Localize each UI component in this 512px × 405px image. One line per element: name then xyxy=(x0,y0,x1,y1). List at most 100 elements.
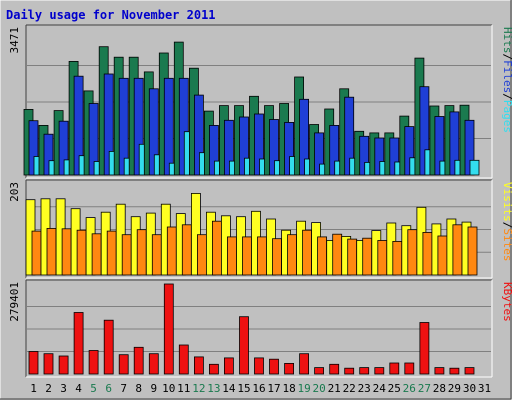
bar-files-day-25 xyxy=(389,137,400,176)
bar-sites-day-29 xyxy=(452,224,463,276)
x-tick-label-day-13: 13 xyxy=(207,382,220,395)
bar-files-day-30 xyxy=(464,119,475,176)
bar-files-day-4 xyxy=(73,75,84,176)
x-tick-label-day-10: 10 xyxy=(162,382,175,395)
bar-files-day-24 xyxy=(374,137,385,176)
bar-files-day-5 xyxy=(88,103,99,176)
x-tick-label-day-7: 7 xyxy=(120,382,127,395)
bar-sites-day-9 xyxy=(151,234,162,276)
bar-sites-day-12 xyxy=(196,234,207,276)
bar-kbytes-day-5 xyxy=(88,350,99,375)
bar-sites-day-21 xyxy=(332,233,343,276)
bar-sites-day-19 xyxy=(302,229,313,276)
bar-visits-day-12 xyxy=(190,192,201,276)
legend-separator: / xyxy=(501,93,512,100)
bar-kbytes-day-24 xyxy=(374,367,385,375)
bar-kbytes-day-10 xyxy=(163,283,174,375)
panel-visitors: 203 Visits/Sites xyxy=(8,179,512,279)
bar-files-day-17 xyxy=(269,119,279,176)
bar-kbytes-day-8 xyxy=(133,346,144,375)
x-tick-label-day-18: 18 xyxy=(282,382,295,395)
bar-sites-day-10 xyxy=(166,226,177,276)
panel-kbytes-max-label: 279401 xyxy=(8,282,21,322)
bar-files-day-27 xyxy=(419,86,430,176)
bar-files-day-10 xyxy=(163,77,174,176)
x-tick-label-day-20: 20 xyxy=(312,382,325,395)
bar-sites-day-24 xyxy=(377,240,388,276)
bar-kbytes-day-26 xyxy=(404,362,415,375)
bar-kbytes-day-28 xyxy=(434,367,445,375)
bar-kbytes-day-9 xyxy=(148,353,159,375)
bar-sites-day-14 xyxy=(226,236,237,276)
legend-separator: / xyxy=(501,54,512,61)
legend-entry-files: Files xyxy=(501,60,512,93)
bar-sites-day-6 xyxy=(106,230,117,276)
bar-files-day-3 xyxy=(58,120,69,176)
bar-kbytes-day-11 xyxy=(178,344,189,375)
bar-sites-day-25 xyxy=(392,240,403,276)
x-tick-label-day-9: 9 xyxy=(150,382,157,395)
panel-visitors-max-label: 203 xyxy=(8,182,21,202)
x-tick-label-day-23: 23 xyxy=(358,382,371,395)
bar-kbytes-day-17 xyxy=(269,358,279,375)
bar-kbytes-day-22 xyxy=(344,367,355,375)
bar-sites-day-20 xyxy=(317,236,328,276)
bar-files-day-18 xyxy=(284,122,295,176)
x-axis-tick-labels: 1 2 3 4 5 6 7 8 9 10 11 12 13 14 15 16 17 18 19 20 21 22 23 24 2… xyxy=(30,382,491,395)
bar-sites-day-22 xyxy=(347,238,358,276)
legend-entry-kbytes: KBytes xyxy=(501,282,512,322)
x-tick-label-day-29: 29 xyxy=(448,382,461,395)
bar-sites-day-26 xyxy=(407,229,418,276)
x-tick-label-day-27: 27 xyxy=(418,382,431,395)
bar-sites-day-7 xyxy=(121,234,132,276)
x-tick-label-day-2: 2 xyxy=(45,382,52,395)
bar-files-day-13 xyxy=(208,125,219,176)
x-tick-label-day-3: 3 xyxy=(60,382,67,395)
bar-kbytes-day-18 xyxy=(284,362,295,375)
bar-sites-day-17 xyxy=(272,238,282,276)
bar-sites-day-30 xyxy=(467,226,478,276)
bar-sites-day-13 xyxy=(211,220,222,276)
bar-files-day-14 xyxy=(223,119,234,176)
bar-kbytes-day-3 xyxy=(58,355,69,375)
bar-kbytes-day-15 xyxy=(239,316,249,375)
bar-files-day-26 xyxy=(404,126,415,176)
legend-entry-pages: Pages xyxy=(501,100,512,133)
bar-sites-day-1 xyxy=(31,230,42,276)
x-tick-label-day-19: 19 xyxy=(297,382,310,395)
bar-files-day-1 xyxy=(28,120,39,176)
x-tick-label-day-28: 28 xyxy=(433,382,446,395)
bar-sites-day-16 xyxy=(257,236,267,276)
legend-separator: / xyxy=(501,222,512,229)
bar-sites-day-11 xyxy=(181,224,192,276)
bar-kbytes-day-16 xyxy=(254,357,264,375)
x-tick-label-day-30: 30 xyxy=(463,382,476,395)
x-tick-label-day-5: 5 xyxy=(90,382,97,395)
bar-sites-day-4 xyxy=(76,229,87,276)
bar-sites-day-3 xyxy=(61,228,72,276)
bar-sites-day-28 xyxy=(437,235,448,276)
bar-files-day-29 xyxy=(449,111,460,176)
panel-traffic-legend: Hits/Files/Pages xyxy=(501,27,512,133)
bar-kbytes-day-1 xyxy=(28,351,39,375)
bar-sites-day-15 xyxy=(242,236,252,276)
x-tick-label-day-16: 16 xyxy=(252,382,265,395)
legend-entry-sites: Sites xyxy=(501,228,512,261)
x-tick-label-day-17: 17 xyxy=(267,382,280,395)
bar-kbytes-day-13 xyxy=(208,363,219,375)
legend-entry-hits: Hits xyxy=(501,27,512,54)
bar-sites-day-8 xyxy=(136,229,147,276)
x-tick-label-day-6: 6 xyxy=(105,382,112,395)
x-tick-label-day-25: 25 xyxy=(388,382,401,395)
bar-files-day-2 xyxy=(43,133,54,176)
bar-files-day-12 xyxy=(193,94,204,176)
bar-sites-day-2 xyxy=(46,227,57,276)
x-tick-label-day-12: 12 xyxy=(192,382,205,395)
x-tick-label-day-22: 22 xyxy=(343,382,356,395)
bar-kbytes-day-7 xyxy=(118,354,129,375)
x-tick-label-day-4: 4 xyxy=(75,382,82,395)
x-tick-label-day-26: 26 xyxy=(403,382,416,395)
